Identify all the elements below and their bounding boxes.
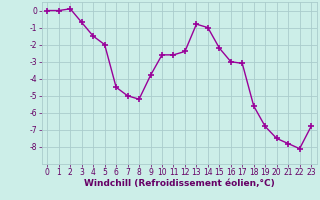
X-axis label: Windchill (Refroidissement éolien,°C): Windchill (Refroidissement éolien,°C) — [84, 179, 275, 188]
